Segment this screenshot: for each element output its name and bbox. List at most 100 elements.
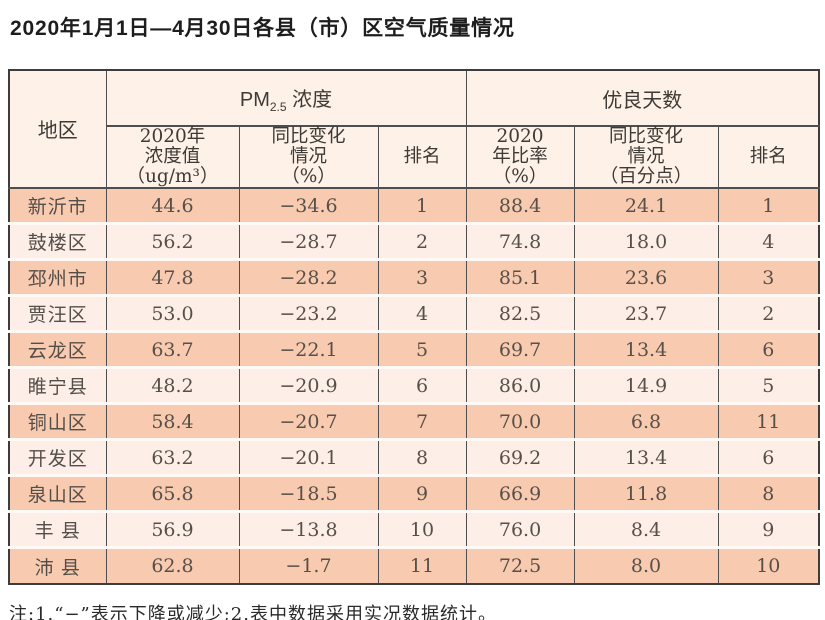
- pm25-label-suffix: 浓度: [286, 88, 333, 111]
- pm25-rank-cell: 11: [377, 547, 467, 584]
- gooddays-change-cell: 13.4: [573, 331, 719, 370]
- pm25-rank-cell: 1: [377, 187, 467, 226]
- col-header-region: 地区: [8, 70, 106, 189]
- gooddays-ratio-cell: 76.0: [465, 511, 575, 550]
- pm25-rank-cell: 2: [377, 223, 467, 262]
- pm25-change-cell: −28.7: [238, 223, 378, 262]
- col-header-gooddays-change: 同比变化 情况 （百分点）: [573, 126, 719, 189]
- gooddays-change-cell: 23.7: [573, 295, 719, 334]
- gooddays-rank-cell: 11: [717, 403, 820, 442]
- table-body: 新沂市 44.6 −34.6 1 88.4 24.1 1 鼓楼区 56.2 −2…: [8, 187, 820, 584]
- gooddays-ratio-cell: 69.2: [465, 439, 575, 478]
- gooddays-change-cell: 13.4: [573, 439, 719, 478]
- pm25-rank-cell: 10: [377, 511, 467, 550]
- gooddays-change-cell: 14.9: [573, 367, 719, 406]
- gooddays-rank-cell: 1: [717, 187, 820, 226]
- gooddays-ratio-cell: 82.5: [465, 295, 575, 334]
- region-cell: 泉山区: [8, 475, 106, 514]
- pm25-change-cell: −20.1: [238, 439, 378, 478]
- pm25-value-cell: 58.4: [105, 403, 239, 442]
- region-cell: 开发区: [8, 439, 106, 478]
- table-row: 开发区 63.2 −20.1 8 69.2 13.4 6: [8, 439, 820, 478]
- pm25-rank-cell: 4: [377, 295, 467, 334]
- table-row: 新沂市 44.6 −34.6 1 88.4 24.1 1: [8, 187, 820, 226]
- pm25-change-cell: −34.6: [238, 187, 378, 226]
- gooddays-ratio-cell: 74.8: [465, 223, 575, 262]
- col-header-pm25-change: 同比变化 情况 （%）: [238, 126, 378, 189]
- gooddays-rank-cell: 6: [717, 439, 820, 478]
- air-quality-table: 地区 PM2.5 浓度 优良天数 2020年 浓度值 （ug/m³） 同比变化 …: [8, 69, 821, 585]
- gooddays-rank-cell: 5: [717, 367, 820, 406]
- gooddays-change-cell: 11.8: [573, 475, 719, 514]
- table-row: 鼓楼区 56.2 −28.7 2 74.8 18.0 4: [8, 223, 820, 262]
- col-header-pm25-rank: 排名: [377, 126, 467, 189]
- pm25-value-cell: 47.8: [105, 259, 239, 298]
- pm25-subscript: 2.5: [269, 99, 287, 114]
- gooddays-ratio-cell: 88.4: [465, 187, 575, 226]
- pm25-rank-cell: 9: [377, 475, 467, 514]
- region-cell: 鼓楼区: [8, 223, 106, 262]
- pm25-value-cell: 65.8: [105, 475, 239, 514]
- gooddays-change-cell: 8.0: [573, 547, 719, 584]
- gooddays-ratio-cell: 72.5: [465, 547, 575, 584]
- col-header-gooddays-ratio: 2020 年比率 （%）: [465, 126, 575, 189]
- pm25-value-cell: 53.0: [105, 295, 239, 334]
- pm25-rank-cell: 3: [377, 259, 467, 298]
- pm25-change-cell: −22.1: [238, 331, 378, 370]
- region-cell: 云龙区: [8, 331, 106, 370]
- pm25-rank-cell: 5: [377, 331, 467, 370]
- gooddays-ratio-cell: 66.9: [465, 475, 575, 514]
- table-row: 丰 县 56.9 −13.8 10 76.0 8.4 9: [8, 511, 820, 550]
- footnote: 注:1.“−”表示下降或减少;2.表中数据采用实况数据统计。: [9, 603, 497, 620]
- region-cell: 铜山区: [8, 403, 106, 442]
- pm25-value-cell: 63.2: [105, 439, 239, 478]
- col-header-pm25-value: 2020年 浓度值 （ug/m³）: [105, 126, 239, 189]
- table-row: 泉山区 65.8 −18.5 9 66.9 11.8 8: [8, 475, 820, 514]
- header-row-groups: 地区 PM2.5 浓度 优良天数: [8, 70, 820, 189]
- pm25-rank-cell: 7: [377, 403, 467, 442]
- pm25-change-cell: −28.2: [238, 259, 378, 298]
- table-row: 沛 县 62.8 −1.7 11 72.5 8.0 10: [8, 547, 820, 584]
- gooddays-rank-cell: 2: [717, 295, 820, 334]
- pm25-change-cell: −1.7: [238, 547, 378, 584]
- page-title: 2020年1月1日—4月30日各县（市）区空气质量情况: [10, 17, 515, 40]
- pm25-change-cell: −13.8: [238, 511, 378, 550]
- pm25-value-cell: 63.7: [105, 331, 239, 370]
- region-cell: 沛 县: [8, 547, 106, 584]
- table-row: 邳州市 47.8 −28.2 3 85.1 23.6 3: [8, 259, 820, 298]
- gooddays-ratio-cell: 85.1: [465, 259, 575, 298]
- table-row: 贾汪区 53.0 −23.2 4 82.5 23.7 2: [8, 295, 820, 334]
- pm25-change-cell: −18.5: [238, 475, 378, 514]
- region-cell: 新沂市: [8, 187, 106, 226]
- region-cell: 邳州市: [8, 259, 106, 298]
- table-header: 地区 PM2.5 浓度 优良天数 2020年 浓度值 （ug/m³） 同比变化 …: [8, 70, 820, 189]
- pm25-label: PM: [239, 88, 270, 111]
- gooddays-rank-cell: 4: [717, 223, 820, 262]
- gooddays-change-cell: 8.4: [573, 511, 719, 550]
- gooddays-rank-cell: 8: [717, 475, 820, 514]
- region-cell: 丰 县: [8, 511, 106, 550]
- pm25-change-cell: −23.2: [238, 295, 378, 334]
- region-cell: 贾汪区: [8, 295, 106, 334]
- pm25-rank-cell: 8: [377, 439, 467, 478]
- gooddays-change-cell: 23.6: [573, 259, 719, 298]
- gooddays-ratio-cell: 69.7: [465, 331, 575, 370]
- table-row: 铜山区 58.4 −20.7 7 70.0 6.8 11: [8, 403, 820, 442]
- pm25-change-cell: −20.9: [238, 367, 378, 406]
- gooddays-rank-cell: 6: [717, 331, 820, 370]
- pm25-value-cell: 56.2: [105, 223, 239, 262]
- gooddays-change-cell: 18.0: [573, 223, 719, 262]
- gooddays-ratio-cell: 70.0: [465, 403, 575, 442]
- col-header-gooddays-rank: 排名: [717, 126, 820, 189]
- pm25-value-cell: 44.6: [105, 187, 239, 226]
- gooddays-change-cell: 24.1: [573, 187, 719, 226]
- pm25-rank-cell: 6: [377, 367, 467, 406]
- table-row: 云龙区 63.7 −22.1 5 69.7 13.4 6: [8, 331, 820, 370]
- header-row-subcolumns: 2020年 浓度值 （ug/m³） 同比变化 情况 （%） 排名 2020 年比…: [9, 126, 820, 189]
- pm25-change-cell: −20.7: [238, 403, 378, 442]
- gooddays-rank-cell: 10: [717, 547, 820, 584]
- gooddays-rank-cell: 3: [717, 259, 820, 298]
- gooddays-ratio-cell: 86.0: [465, 367, 575, 406]
- region-cell: 睢宁县: [8, 367, 106, 406]
